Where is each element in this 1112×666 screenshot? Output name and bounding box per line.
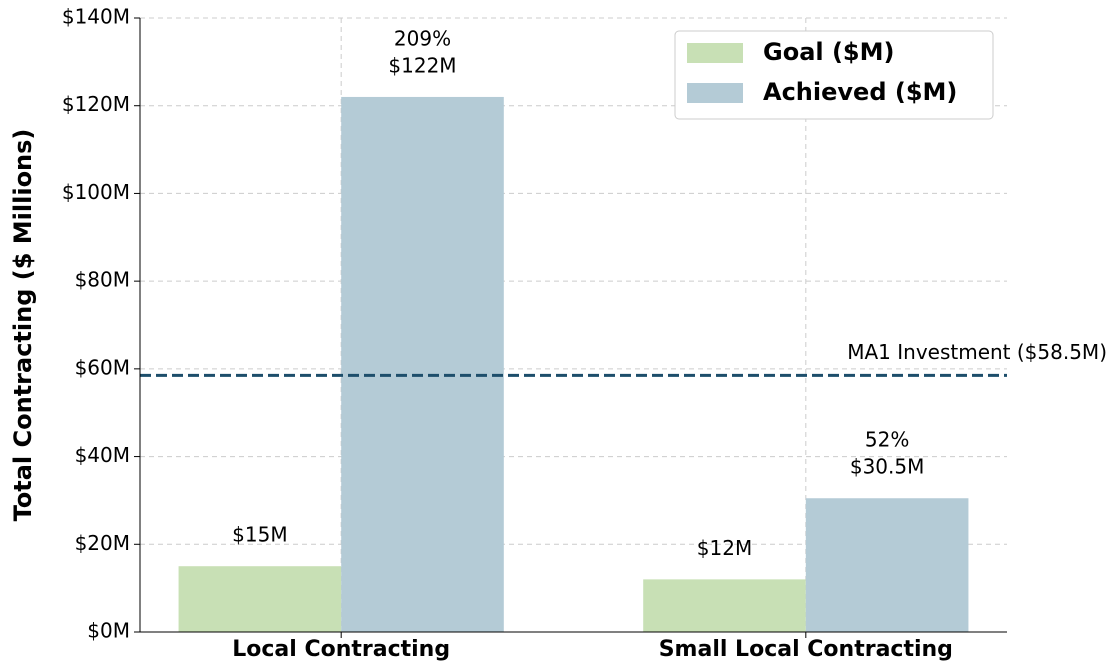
x-tick-label: Small Local Contracting [659, 637, 953, 662]
value-annotation: 52% [865, 428, 909, 452]
value-label: $15M [232, 523, 287, 547]
value-label: $122M [388, 53, 456, 77]
y-tick-label: $40M [75, 443, 130, 467]
value-label: $12M [697, 536, 752, 560]
y-tick-label: $20M [75, 531, 130, 555]
legend: Goal ($M) Achieved ($M) [674, 30, 994, 120]
bar [341, 96, 504, 632]
legend-swatch [687, 43, 743, 63]
value-label: $30.5M [850, 455, 925, 479]
value-annotation: 209% [394, 26, 451, 50]
legend-label: Goal ($M) [763, 38, 894, 66]
legend-swatch [687, 83, 743, 103]
y-tick-label: $0M [87, 619, 130, 643]
y-tick-label: $80M [75, 268, 130, 292]
y-tick-label: $120M [62, 92, 130, 116]
bar [178, 566, 342, 632]
reference-label: MA1 Investment ($58.5M) [847, 340, 1107, 364]
y-axis-label: Total Contracting ($ Millions) [9, 129, 37, 522]
x-tick-label: Local Contracting [232, 637, 450, 662]
legend-label: Achieved ($M) [763, 78, 957, 106]
bar [805, 498, 969, 632]
y-tick-label: $60M [75, 355, 130, 379]
y-tick-label: $140M [62, 5, 130, 29]
legend-box [674, 30, 994, 120]
bar [643, 579, 806, 632]
y-tick-label: $100M [62, 180, 130, 204]
